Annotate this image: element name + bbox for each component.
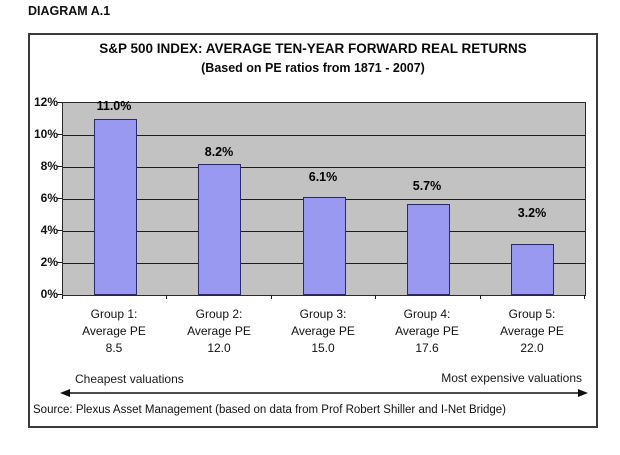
x-axis-tick-mark xyxy=(166,295,167,299)
category-label-line: Group 4: xyxy=(403,307,451,321)
category-label-line: 15.0 xyxy=(311,341,335,355)
x-axis-tick-mark xyxy=(584,295,585,299)
category-label: Group 3: Average PE 15.0 xyxy=(265,306,381,357)
chart-title: S&P 500 INDEX: AVERAGE TEN-YEAR FORWARD … xyxy=(99,41,527,56)
diagram-number-label: DIAGRAM A.1 xyxy=(28,4,111,18)
gridline xyxy=(63,135,585,136)
category-label-line: 17.6 xyxy=(415,341,439,355)
bar-value-label: 3.2% xyxy=(517,206,547,220)
y-axis-tick-label: 2% xyxy=(40,255,58,269)
category-label-line: 8.5 xyxy=(105,341,123,355)
x-axis-tick-mark xyxy=(480,295,481,299)
category-label: Group 4: Average PE 17.6 xyxy=(369,306,485,357)
y-axis-tick-mark xyxy=(57,262,62,263)
bar-value-label: 11.0% xyxy=(96,99,132,113)
bar xyxy=(511,244,554,295)
category-label-line: Group 1: xyxy=(90,307,138,321)
bar xyxy=(198,164,241,295)
y-axis-tick-label: 6% xyxy=(40,191,58,205)
gridline xyxy=(63,167,585,168)
category-label: Group 2: Average PE 12.0 xyxy=(161,306,277,357)
y-axis-tick-label: 4% xyxy=(40,223,58,237)
y-axis-tick-mark xyxy=(57,294,62,295)
chart-subtitle: (Based on PE ratios from 1871 - 2007) xyxy=(201,61,425,75)
cheapest-valuations-note: Cheapest valuations xyxy=(75,372,184,386)
category-label-line: Average PE xyxy=(395,324,459,338)
y-axis-tick-mark xyxy=(57,134,62,135)
y-axis-tick-label: 10% xyxy=(33,127,58,141)
y-axis-tick-label: 12% xyxy=(33,95,58,109)
bar-value-label: 8.2% xyxy=(204,145,234,159)
category-label-line: Average PE xyxy=(500,324,564,338)
category-label-line: 22.0 xyxy=(520,341,544,355)
category-label-line: Group 2: xyxy=(195,307,243,321)
x-axis-tick-mark xyxy=(375,295,376,299)
y-axis-tick-mark xyxy=(57,102,62,103)
category-label-line: Group 5: xyxy=(508,307,556,321)
category-label: Group 5: Average PE 22.0 xyxy=(474,306,590,357)
y-axis-tick-mark xyxy=(57,230,62,231)
bar-value-label: 6.1% xyxy=(308,170,338,184)
category-label-line: Average PE xyxy=(187,324,251,338)
bar xyxy=(94,119,137,295)
y-axis-tick-mark xyxy=(57,198,62,199)
x-axis-tick-mark xyxy=(62,295,63,299)
category-label-line: Group 3: xyxy=(299,307,347,321)
category-label: Group 1: Average PE 8.5 xyxy=(56,306,172,357)
bar xyxy=(407,204,450,295)
category-label-line: Average PE xyxy=(82,324,146,338)
y-axis-tick-mark xyxy=(57,166,62,167)
most-expensive-valuations-note: Most expensive valuations xyxy=(441,371,582,385)
bar-value-label: 5.7% xyxy=(412,179,442,193)
category-label-line: Average PE xyxy=(291,324,355,338)
plot-area xyxy=(62,102,586,296)
category-label-line: 12.0 xyxy=(207,341,231,355)
x-axis-tick-mark xyxy=(271,295,272,299)
valuation-range-arrow-icon xyxy=(60,389,588,397)
y-axis-tick-label: 8% xyxy=(40,159,58,173)
bar xyxy=(303,197,346,295)
source-line: Source: Plexus Asset Management (based o… xyxy=(33,404,507,416)
y-axis-tick-label: 0% xyxy=(40,287,58,301)
